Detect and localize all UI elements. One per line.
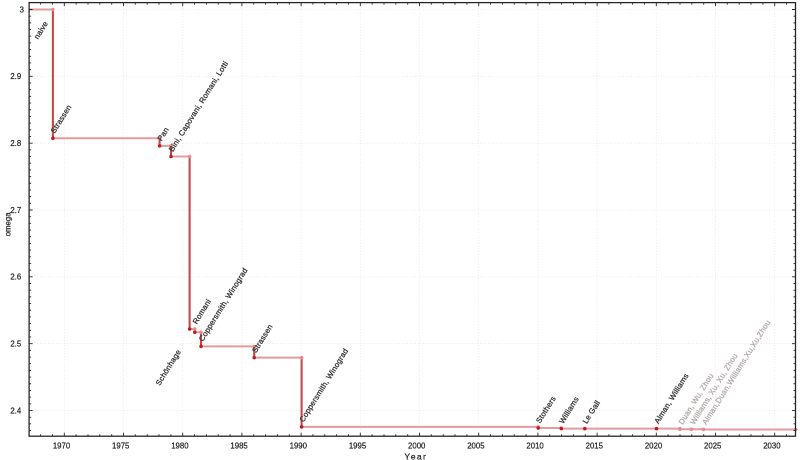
svg-text:2.6: 2.6 (10, 273, 21, 282)
svg-text:1970: 1970 (53, 441, 71, 450)
svg-text:3: 3 (20, 5, 24, 14)
svg-text:1985: 1985 (230, 441, 248, 450)
svg-text:2030: 2030 (763, 441, 781, 450)
svg-text:2.7: 2.7 (10, 206, 21, 215)
svg-text:2.5: 2.5 (10, 339, 22, 348)
svg-text:2020: 2020 (645, 441, 663, 450)
svg-text:2015: 2015 (586, 441, 604, 450)
svg-text:2000: 2000 (408, 441, 426, 450)
svg-text:2025: 2025 (704, 441, 722, 450)
svg-text:2.9: 2.9 (10, 72, 21, 81)
svg-text:1975: 1975 (112, 441, 130, 450)
svg-text:2.4: 2.4 (10, 406, 22, 415)
svg-text:2005: 2005 (467, 441, 485, 450)
svg-text:Year: Year (404, 451, 427, 460)
svg-text:1995: 1995 (349, 441, 367, 450)
svg-text:2010: 2010 (526, 441, 544, 450)
svg-text:1980: 1980 (171, 441, 189, 450)
svg-text:1990: 1990 (290, 441, 308, 450)
svg-text:omega: omega (3, 212, 12, 237)
svg-text:2.8: 2.8 (10, 139, 21, 148)
